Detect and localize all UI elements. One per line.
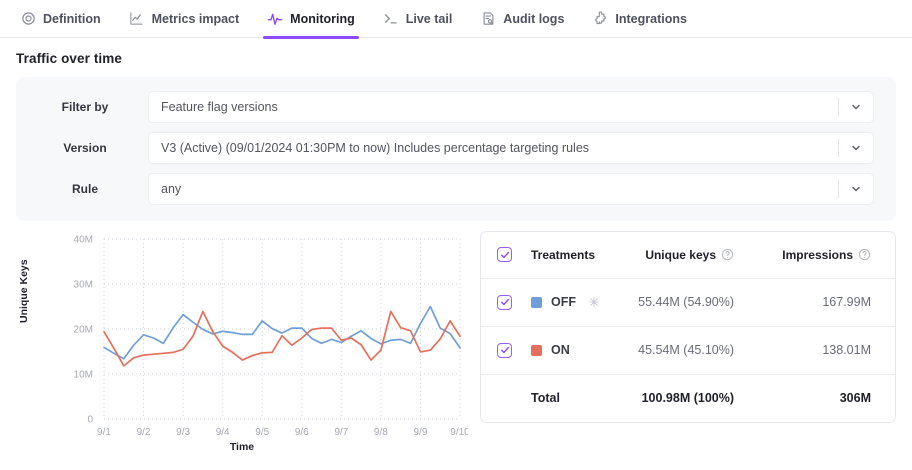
- question-circle-icon[interactable]: [858, 248, 871, 261]
- table-row[interactable]: ON 45.54M (45.10%) 138.01M: [481, 326, 895, 374]
- total-label: Total: [531, 391, 560, 406]
- traffic-chart: Unique Keys Time 0 10M 20M 30M 40M 9/1 9/2 9/3 9…: [16, 231, 468, 461]
- svg-text:9/4: 9/4: [216, 427, 230, 436]
- chart-x-axis-label: Time: [229, 441, 255, 453]
- header-unique-keys: Unique keys: [614, 232, 760, 278]
- tab-definition[interactable]: Definition: [16, 0, 115, 38]
- header-treatments: Treatments: [531, 247, 596, 262]
- svg-text:9/3: 9/3: [176, 427, 190, 436]
- svg-text:40M: 40M: [74, 235, 93, 246]
- filter-panel: Filter by Feature flag versions Version …: [16, 77, 896, 221]
- filter-by-value: Feature flag versions: [161, 100, 278, 114]
- total-empty-cell: [481, 374, 529, 422]
- row-checkbox-on[interactable]: [497, 342, 512, 358]
- tab-integrations[interactable]: Integrations: [578, 0, 701, 38]
- treatments-table: Treatments Unique keys Impressions: [480, 231, 896, 423]
- rule-select[interactable]: any: [148, 173, 874, 205]
- version-value: V3 (Active) (09/01/2024 01:30PM to now) …: [161, 141, 590, 155]
- target-icon: [20, 11, 36, 27]
- tab-monitoring[interactable]: Monitoring: [253, 0, 369, 39]
- header-unique-keys-label: Unique keys: [645, 247, 717, 262]
- terminal-icon: [383, 11, 399, 27]
- tab-metrics-impact[interactable]: Metrics impact: [115, 0, 254, 38]
- svg-text:9/10: 9/10: [450, 427, 468, 436]
- select-divider: [838, 139, 839, 157]
- row-impressions-off: 167.99M: [822, 295, 871, 309]
- row-treatment-on: ON: [529, 326, 614, 374]
- table-total-row: Total 100.98M (100%) 306M: [481, 374, 895, 422]
- tab-label: Definition: [43, 11, 101, 26]
- svg-text:9/2: 9/2: [137, 427, 151, 436]
- row-treatment-off: OFF: [529, 278, 614, 326]
- table-row[interactable]: OFF 55.44M (54.90%) 167.99M: [481, 278, 895, 326]
- tab-label: Metrics impact: [151, 11, 240, 26]
- page-title: Traffic over time: [16, 51, 122, 66]
- series-color-swatch-on: [531, 344, 542, 356]
- chart-canvas: 0 10M 20M 30M 40M 9/1 9/2 9/3 9/4 9/5 9/6 9/7 9/8 9/9…: [74, 235, 468, 437]
- filter-by-select[interactable]: Feature flag versions: [148, 91, 874, 123]
- select-divider: [838, 180, 839, 198]
- tab-bar: Definition Metrics impact Monitoring Liv…: [0, 0, 912, 39]
- tab-live-tail[interactable]: Live tail: [369, 0, 467, 38]
- svg-text:9/5: 9/5: [255, 427, 269, 436]
- version-label: Version: [63, 141, 107, 155]
- svg-text:9/9: 9/9: [413, 427, 427, 436]
- tab-label: Audit logs: [503, 11, 565, 26]
- select-all-checkbox[interactable]: [497, 247, 512, 263]
- svg-text:0: 0: [87, 415, 93, 426]
- version-select[interactable]: V3 (Active) (09/01/2024 01:30PM to now) …: [148, 132, 874, 164]
- row-impressions-on: 138.01M: [822, 343, 871, 357]
- select-divider: [838, 98, 839, 116]
- tab-label: Live tail: [405, 11, 453, 26]
- total-unique-keys: 100.98M (100%): [641, 391, 735, 406]
- header-impressions-label: Impressions: [782, 247, 853, 262]
- tab-label: Monitoring: [290, 11, 355, 26]
- filter-row-rule: Rule any: [38, 173, 874, 205]
- rule-value: any: [161, 182, 182, 196]
- row-unique-keys-on: 45.54M (45.10%): [638, 343, 735, 357]
- filter-label: Filter by: [61, 100, 109, 114]
- select-all-cell[interactable]: [481, 232, 529, 278]
- question-circle-icon[interactable]: [721, 248, 734, 261]
- filter-row-version: Version V3 (Active) (09/01/2024 01:30PM …: [38, 132, 874, 164]
- star-icon: [588, 296, 600, 308]
- svg-text:10M: 10M: [74, 370, 93, 381]
- svg-text:20M: 20M: [74, 325, 93, 336]
- svg-text:9/6: 9/6: [295, 427, 309, 436]
- chevron-down-icon[interactable]: [839, 142, 873, 154]
- svg-text:30M: 30M: [74, 280, 93, 291]
- chevron-down-icon[interactable]: [839, 183, 873, 195]
- tab-label: Integrations: [615, 11, 687, 26]
- line-chart-icon: [129, 11, 145, 27]
- filter-row-filter-by: Filter by Feature flag versions: [38, 91, 874, 123]
- chevron-down-icon[interactable]: [839, 101, 873, 113]
- table-header-row: Treatments Unique keys Impressions: [481, 232, 895, 278]
- svg-text:9/8: 9/8: [374, 427, 388, 436]
- row-checkbox-cell[interactable]: [481, 326, 529, 374]
- document-search-icon: [480, 11, 496, 27]
- monitoring-content: Unique Keys Time 0 10M 20M 30M 40M 9/1 9/2 9/3 9…: [0, 221, 912, 461]
- svg-text:9/7: 9/7: [334, 427, 348, 436]
- row-unique-keys-off: 55.44M (54.90%): [638, 295, 735, 309]
- tab-audit-logs[interactable]: Audit logs: [466, 0, 578, 38]
- total-impressions: 306M: [839, 391, 871, 406]
- rule-label: Rule: [71, 182, 98, 196]
- treatment-name: ON: [551, 343, 570, 357]
- header-impressions: Impressions: [760, 232, 895, 278]
- svg-text:9/1: 9/1: [97, 427, 111, 436]
- chart-y-axis-label: Unique Keys: [18, 259, 30, 323]
- puzzle-icon: [592, 11, 608, 27]
- series-color-swatch-off: [531, 296, 542, 308]
- treatment-name: OFF: [551, 295, 576, 309]
- row-checkbox-cell[interactable]: [481, 278, 529, 326]
- pulse-icon: [267, 11, 283, 27]
- row-checkbox-off[interactable]: [497, 294, 512, 310]
